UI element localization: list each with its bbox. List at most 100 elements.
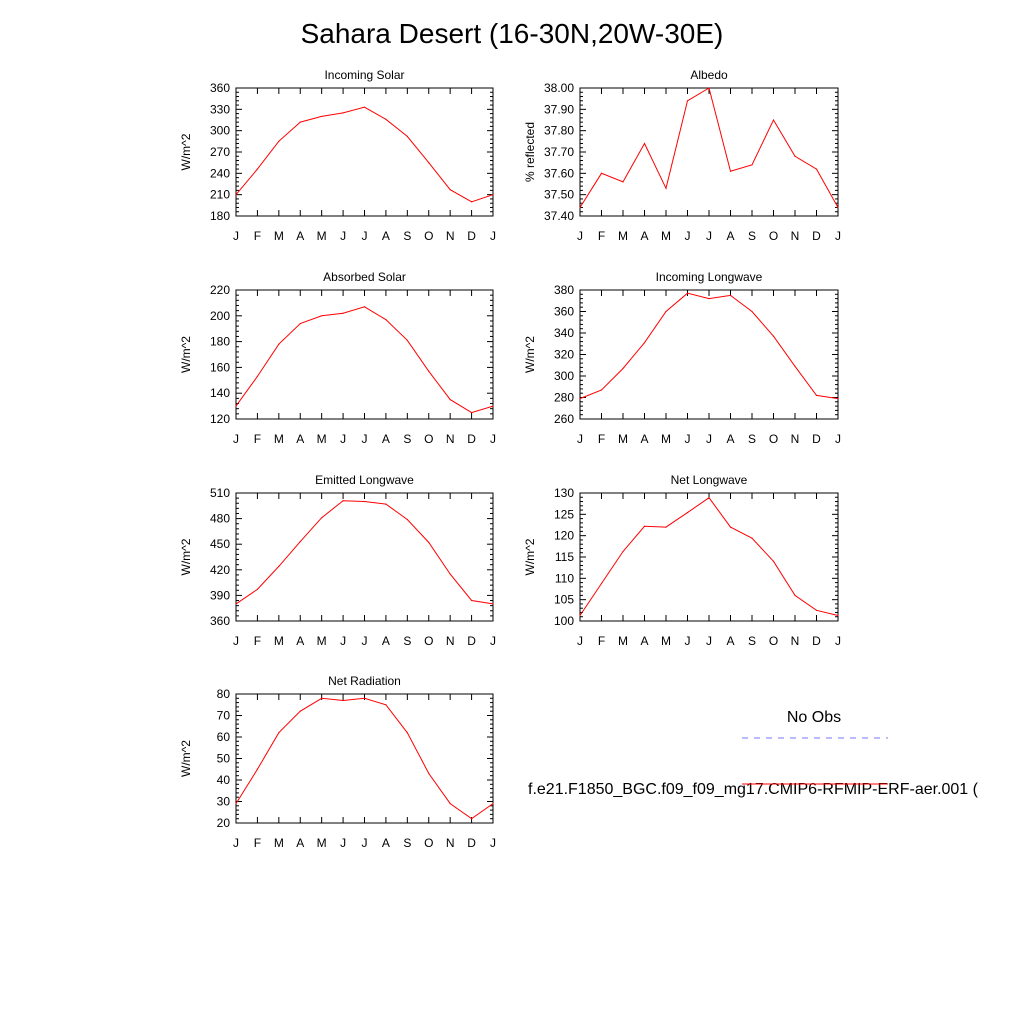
incoming-solar-x-tick-label: D (467, 229, 476, 243)
albedo-x-tick-label: J (685, 229, 691, 243)
net-radiation-y-tick-label: 60 (217, 730, 231, 744)
incoming-solar-data-point (235, 194, 237, 196)
incoming-longwave-x-tick-label: F (598, 432, 605, 446)
net-radiation-x-tick-label: F (254, 836, 261, 850)
albedo-data-point (729, 170, 732, 172)
incoming-solar-y-tick-label: 360 (210, 81, 230, 95)
incoming-longwave-x-tick-label: S (748, 432, 756, 446)
incoming-solar-data-point (321, 115, 323, 118)
incoming-solar-data-point (278, 140, 280, 142)
net-longwave-x-tick-label: O (769, 634, 778, 648)
net-longwave-title: Net Longwave (671, 473, 748, 487)
net-longwave-x-tick-label: M (618, 634, 628, 648)
net-radiation-data-point (256, 768, 259, 770)
incoming-longwave-series-line (579, 292, 839, 400)
emitted-longwave-frame (235, 492, 494, 622)
emitted-longwave-x-tick-label: O (424, 634, 433, 648)
net-radiation-x-tick-label: M (274, 836, 284, 850)
net-longwave-data-point (794, 594, 796, 597)
net-longwave-data-point (686, 512, 689, 514)
incoming-longwave-data-point (622, 367, 624, 370)
absorbed-solar-data-point (299, 322, 301, 325)
albedo-data-point (600, 172, 603, 174)
absorbed-solar-data-point (492, 405, 494, 407)
albedo-title: Albedo (690, 68, 728, 82)
net-longwave-y-tick-label: 130 (554, 486, 574, 500)
net-longwave-y-tick-label: 120 (554, 529, 574, 543)
incoming-solar-x-tick-label: J (490, 229, 496, 243)
incoming-longwave-data-point (729, 294, 732, 296)
net-longwave-data-point (579, 614, 581, 617)
incoming-solar-data-point (428, 162, 430, 164)
net-longwave-data-point (772, 560, 775, 562)
net-radiation-x-tick-label: J (340, 836, 346, 850)
emitted-longwave-data-point (385, 503, 387, 505)
emitted-longwave-x-tick-label: F (254, 634, 261, 648)
legend-model-label: f.e21.F1850_BGC.f09_f09_mg17.CMIP6-RFMIP… (528, 781, 979, 798)
absorbed-solar-y-tick-label: 120 (210, 412, 230, 426)
emitted-longwave-data-point (299, 541, 301, 543)
albedo-data-point (665, 187, 667, 189)
net-longwave-x-tick-label: S (748, 634, 756, 648)
incoming-solar-data-point (449, 189, 451, 191)
albedo-y-tick-label: 37.70 (544, 145, 574, 159)
albedo-panel: Albedo % reflected 37.40 37.50 37.60 37.70 37.… (523, 68, 841, 243)
incoming-solar-x-tick-label: S (403, 229, 411, 243)
absorbed-solar-x-tick-label: J (233, 432, 239, 446)
incoming-longwave-x-tick-label: M (618, 432, 628, 446)
emitted-longwave-data-point (492, 603, 494, 605)
incoming-longwave-y-tick-label: 320 (554, 348, 574, 362)
incoming-solar-x-tick-label: M (274, 229, 284, 243)
albedo-x-tick-label: M (618, 229, 628, 243)
albedo-data-point (708, 87, 710, 89)
incoming-longwave-data-point (815, 394, 818, 396)
absorbed-solar-y-axis-label: W/m^2 (179, 336, 193, 373)
incoming-solar-x-tick-label: A (382, 229, 390, 243)
emitted-longwave-data-point (363, 500, 366, 503)
net-radiation-x-tick-label: A (296, 836, 304, 850)
emitted-longwave-x-tick-label: N (446, 634, 455, 648)
incoming-longwave-y-tick-label: 380 (554, 283, 574, 297)
net-longwave-x-tick-label: D (812, 634, 821, 648)
emitted-longwave-x-tick-label: S (403, 634, 411, 648)
emitted-longwave-x-tick-label: M (274, 634, 284, 648)
net-longwave-x-tick-label: J (835, 634, 841, 648)
absorbed-solar-data-point (256, 375, 259, 378)
emitted-longwave-x-tick-label: J (490, 634, 496, 648)
albedo-data-point (622, 181, 624, 183)
albedo-y-axis-label: % reflected (523, 122, 537, 182)
incoming-longwave-frame (579, 289, 839, 420)
net-radiation-x-tick-label: D (467, 836, 476, 850)
incoming-solar-data-point (256, 168, 259, 170)
absorbed-solar-x-tick-label: J (490, 432, 496, 446)
albedo-x-tick-label: J (835, 229, 841, 243)
incoming-solar-data-point (406, 135, 408, 137)
absorbed-solar-x-tick-label: M (317, 432, 327, 446)
emitted-longwave-y-axis-label: W/m^2 (179, 538, 193, 575)
incoming-longwave-y-tick-label: 340 (554, 326, 574, 340)
incoming-solar-y-axis-label: W/m^2 (179, 133, 193, 170)
emitted-longwave-data-point (428, 541, 430, 544)
incoming-solar-x-tick-label: M (317, 229, 327, 243)
absorbed-solar-x-tick-label: D (467, 432, 476, 446)
absorbed-solar-y-tick-label: 200 (210, 309, 230, 323)
incoming-solar-y-tick-label: 270 (210, 145, 230, 159)
incoming-longwave-data-point (643, 342, 646, 344)
incoming-solar-data-point (363, 106, 366, 108)
emitted-longwave-data-point (406, 518, 408, 521)
incoming-longwave-x-tick-label: D (812, 432, 821, 446)
incoming-longwave-x-tick-label: A (726, 432, 734, 446)
absorbed-solar-data-point (342, 312, 344, 314)
incoming-longwave-y-axis-label: W/m^2 (523, 336, 537, 373)
net-longwave-data-point (837, 614, 839, 617)
emitted-longwave-data-point (342, 500, 344, 502)
net-radiation-x-tick-label: O (424, 836, 433, 850)
incoming-solar-y-tick-label: 330 (210, 102, 230, 116)
absorbed-solar-data-point (278, 343, 280, 345)
net-longwave-y-axis-label: W/m^2 (523, 538, 537, 575)
net-longwave-x-tick-label: J (685, 634, 691, 648)
net-radiation-y-tick-label: 20 (217, 816, 231, 830)
incoming-longwave-data-point (837, 397, 839, 400)
albedo-data-point (686, 100, 689, 102)
incoming-longwave-data-point (772, 335, 775, 337)
